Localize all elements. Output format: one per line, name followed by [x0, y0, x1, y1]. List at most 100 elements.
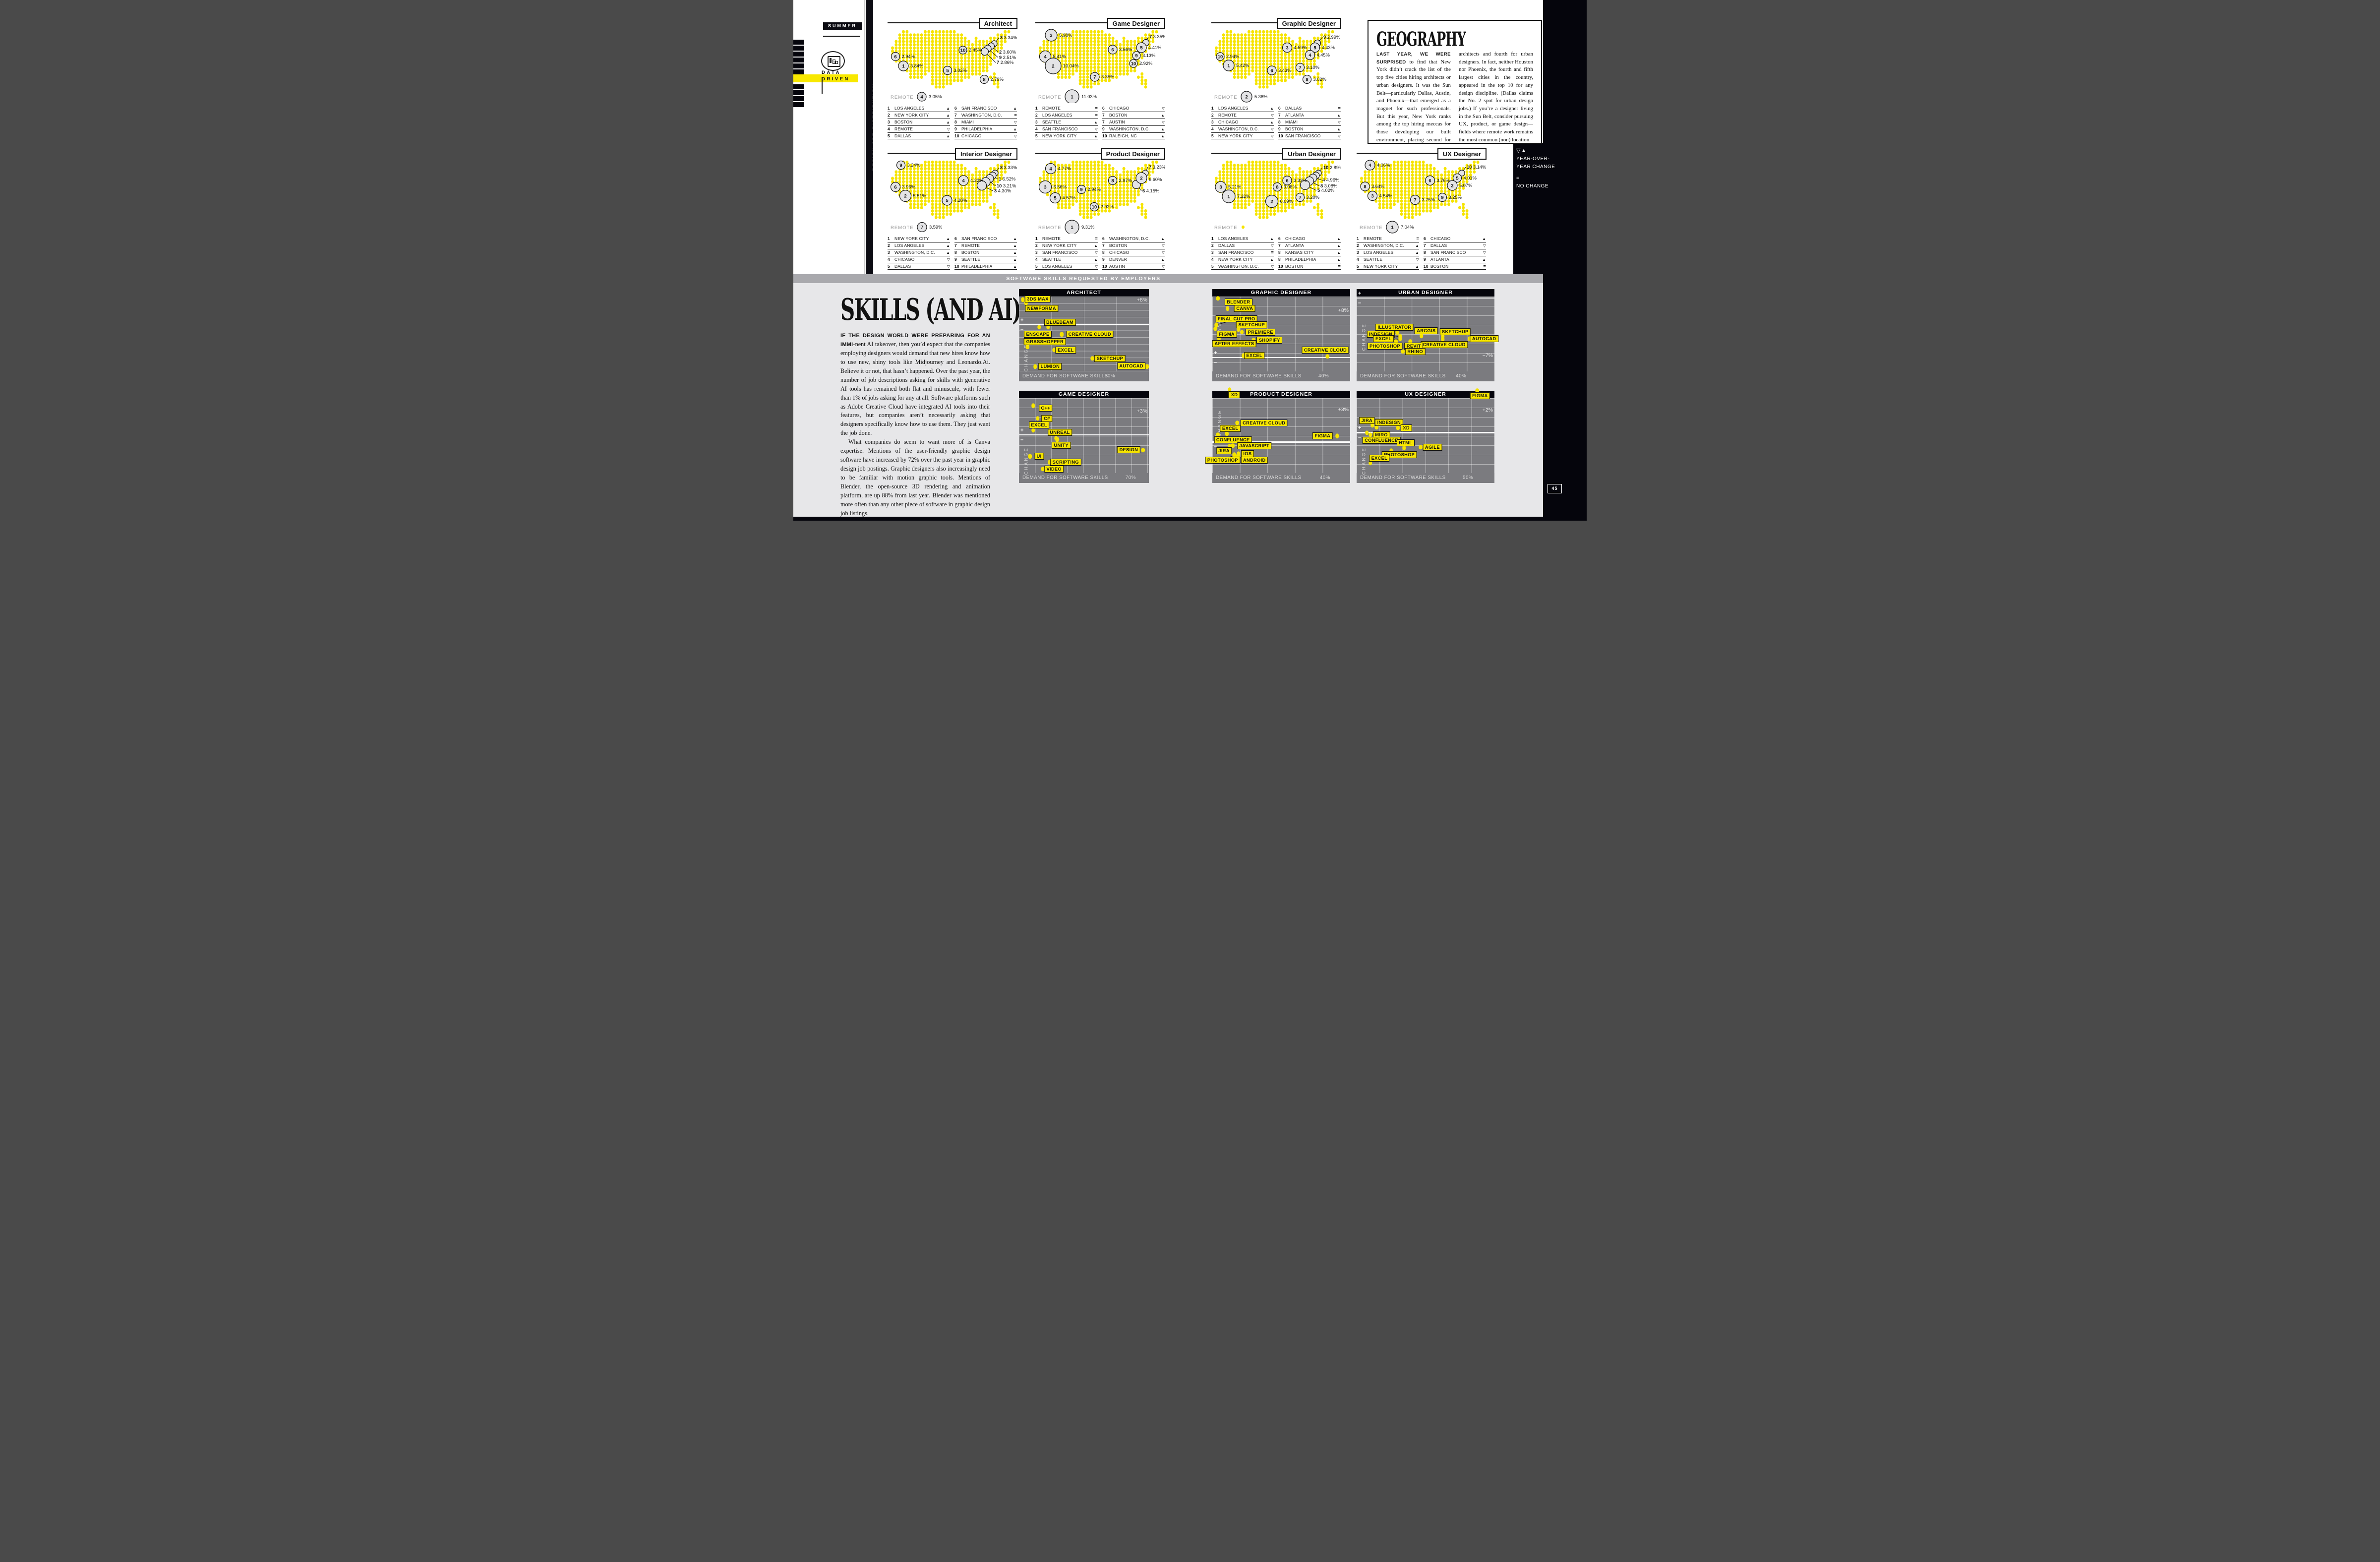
- down-triangle-icon: ▽: [1095, 126, 1098, 131]
- up-triangle-icon: ▲: [946, 133, 950, 138]
- city-circle: [1215, 181, 1227, 193]
- city-rank: 3: [1050, 33, 1052, 38]
- rank-row: 8 MIAMI ▽: [1278, 119, 1341, 126]
- rank-row: 4 NEW YORK CITY ▲: [1211, 256, 1274, 263]
- city-share: 3.20%: [1307, 195, 1319, 200]
- skills-chart-game-designer: GAME DESIGNER + – CHANGE +3% C++ C# EXCEL UNREAL…: [1019, 391, 1149, 483]
- spine-block: [793, 96, 804, 101]
- bottom-page-edge: [793, 517, 1587, 521]
- skill-dot: [1232, 452, 1237, 457]
- yoy-legend: ▽▲ YEAR-OVER- YEAR CHANGE = NO CHANGE: [1516, 147, 1581, 190]
- skill-tag: EXCEL: [1369, 454, 1390, 462]
- rank-city: DALLAS: [894, 264, 911, 269]
- up-triangle-icon: ▲: [1270, 236, 1274, 241]
- city-rank: 6: [1270, 68, 1273, 73]
- rank-row: 2 NEW YORK CITY ▲: [888, 112, 950, 119]
- rank-city: NEW YORK CITY: [1218, 133, 1253, 138]
- zero-change-line: [1019, 324, 1149, 325]
- rank-number: 8: [1278, 120, 1281, 125]
- remote-share: 11.03%: [1081, 94, 1097, 99]
- city-circle: [1367, 190, 1378, 201]
- down-triangle-icon: ▽: [1271, 126, 1274, 131]
- rank-row: 3 SEATTLE ▲: [1035, 119, 1098, 126]
- rank-row: 2 DALLAS ▽: [1211, 242, 1274, 249]
- city-share-label: 9 2.51%: [999, 55, 1016, 60]
- rank-number: 3: [1211, 250, 1214, 255]
- no-change-icon: =: [1095, 106, 1098, 111]
- city-rank: 8: [1276, 184, 1278, 190]
- x-axis-caption: DEMAND FOR SOFTWARE SKILLS: [1216, 475, 1302, 481]
- city-circle: [1300, 180, 1310, 190]
- map-rule: [888, 22, 1017, 23]
- city-share: 4.20%: [954, 198, 967, 203]
- geography-lead: LAST YEAR, WE WERE SURPRISED: [1376, 52, 1451, 65]
- up-triangle-icon: ▲: [1482, 236, 1486, 241]
- data-driven-tick: [822, 77, 823, 94]
- city-rank: 8: [983, 77, 985, 82]
- minus-label: –: [1214, 444, 1217, 450]
- up-triangle-icon: ▲: [1094, 133, 1098, 138]
- city-rank: 9: [1135, 53, 1137, 59]
- bar-chart-icon: [828, 56, 840, 67]
- rank-city: CHICAGO: [961, 133, 982, 138]
- zero-change-line: [1357, 432, 1494, 433]
- rank-row: 10 RALEIGH, NC ▲: [1102, 133, 1165, 140]
- x-axis-caption: DEMAND FOR SOFTWARE SKILLS: [1360, 373, 1446, 379]
- remote-share: 5.36%: [1254, 94, 1267, 99]
- skill-tag: LUMION: [1038, 363, 1062, 370]
- x-axis-caption: DEMAND FOR SOFTWARE SKILLS: [1022, 475, 1108, 481]
- rank-city: WASHINGTON, D.C.: [1109, 236, 1150, 241]
- rank-city: CHICAGO: [1430, 236, 1451, 241]
- remote-label: REMOTE: [1214, 225, 1238, 231]
- city-circle: [943, 65, 952, 75]
- city-rank: 8: [1111, 178, 1114, 183]
- no-change-icon: =: [1416, 236, 1419, 241]
- no-change-icon: =: [1095, 236, 1098, 241]
- rank-number: 1: [1035, 236, 1038, 241]
- chart-x-axis: DEMAND FOR SOFTWARE SKILLS 40%: [1212, 473, 1350, 483]
- rank-row: 7 DALLAS ▽: [1424, 242, 1486, 249]
- skill-tag: CREATIVE CLOUD: [1420, 341, 1468, 348]
- city-circle: [1108, 176, 1118, 185]
- rank-city: CHICAGO: [1218, 120, 1239, 125]
- rank-row: 6 DALLAS =: [1278, 105, 1341, 112]
- rank-number: 3: [1357, 250, 1359, 255]
- rank-number: 2: [1211, 243, 1214, 248]
- rank-number: 2: [1035, 243, 1038, 248]
- spine-block: [793, 58, 804, 62]
- yellow-highlight-band: [793, 74, 858, 82]
- us-dot-map: 10 2.45% 6 2.94% 1 3.84% 5 3.02% 8 2.79% 3 3.34% 2 …: [891, 30, 1017, 102]
- skill-dot: [1216, 296, 1220, 301]
- city-circle: [898, 60, 909, 71]
- minus-label: –: [1214, 360, 1217, 366]
- city-rank: 5: [1456, 176, 1459, 181]
- city-share: 3.33%: [1294, 178, 1307, 183]
- rank-number: 9: [954, 257, 957, 262]
- skill-tag: RHINO: [1405, 348, 1426, 355]
- y-reference-label: +8%: [1338, 307, 1349, 313]
- up-triangle-icon: ▲: [946, 113, 950, 118]
- up-triangle-icon: ▲: [1270, 257, 1274, 262]
- y-reference-label: +3%: [1338, 407, 1349, 413]
- city-share: 4.22%: [970, 178, 983, 183]
- rank-number: 2: [1357, 243, 1359, 248]
- city-share-label: 6 4.15%: [1142, 188, 1159, 193]
- rank-city: DALLAS: [894, 133, 911, 138]
- us-dot-map: 4 4.06% 8 3.64% 3 4.54% 6 3.76% 7 3.75% 9 3.25% 5 4.0…: [1360, 160, 1486, 234]
- rank-number: 2: [888, 243, 890, 248]
- chart-plot-area: + – CHANGE +8% 3DS MAX NEWFORMA BLUEBEAM ENSCAP…: [1019, 296, 1149, 371]
- rank-row: 2 REMOTE ▽: [1211, 112, 1274, 119]
- city-share-label: 10 2.89%: [1323, 165, 1341, 170]
- city-share: 3.43%: [1278, 68, 1291, 73]
- down-triangle-icon: ▽: [1162, 106, 1165, 111]
- skill-tag: EXCEL: [1055, 346, 1076, 354]
- rank-city: DALLAS: [1218, 243, 1235, 248]
- city-share: 2.94%: [1226, 54, 1239, 59]
- x-axis-caption: DEMAND FOR SOFTWARE SKILLS: [1216, 373, 1302, 379]
- city-circle: [1090, 72, 1100, 82]
- city-circle: [890, 181, 901, 192]
- rank-city: SEATTLE: [1364, 257, 1383, 262]
- city-circle: [1267, 65, 1277, 75]
- rank-column-left: 1 LOS ANGELES ▲ 2 REMOTE ▽ 3 CHICAGO ▲ 4 WASHINGTO…: [1211, 105, 1274, 140]
- city-circle: [1452, 173, 1462, 183]
